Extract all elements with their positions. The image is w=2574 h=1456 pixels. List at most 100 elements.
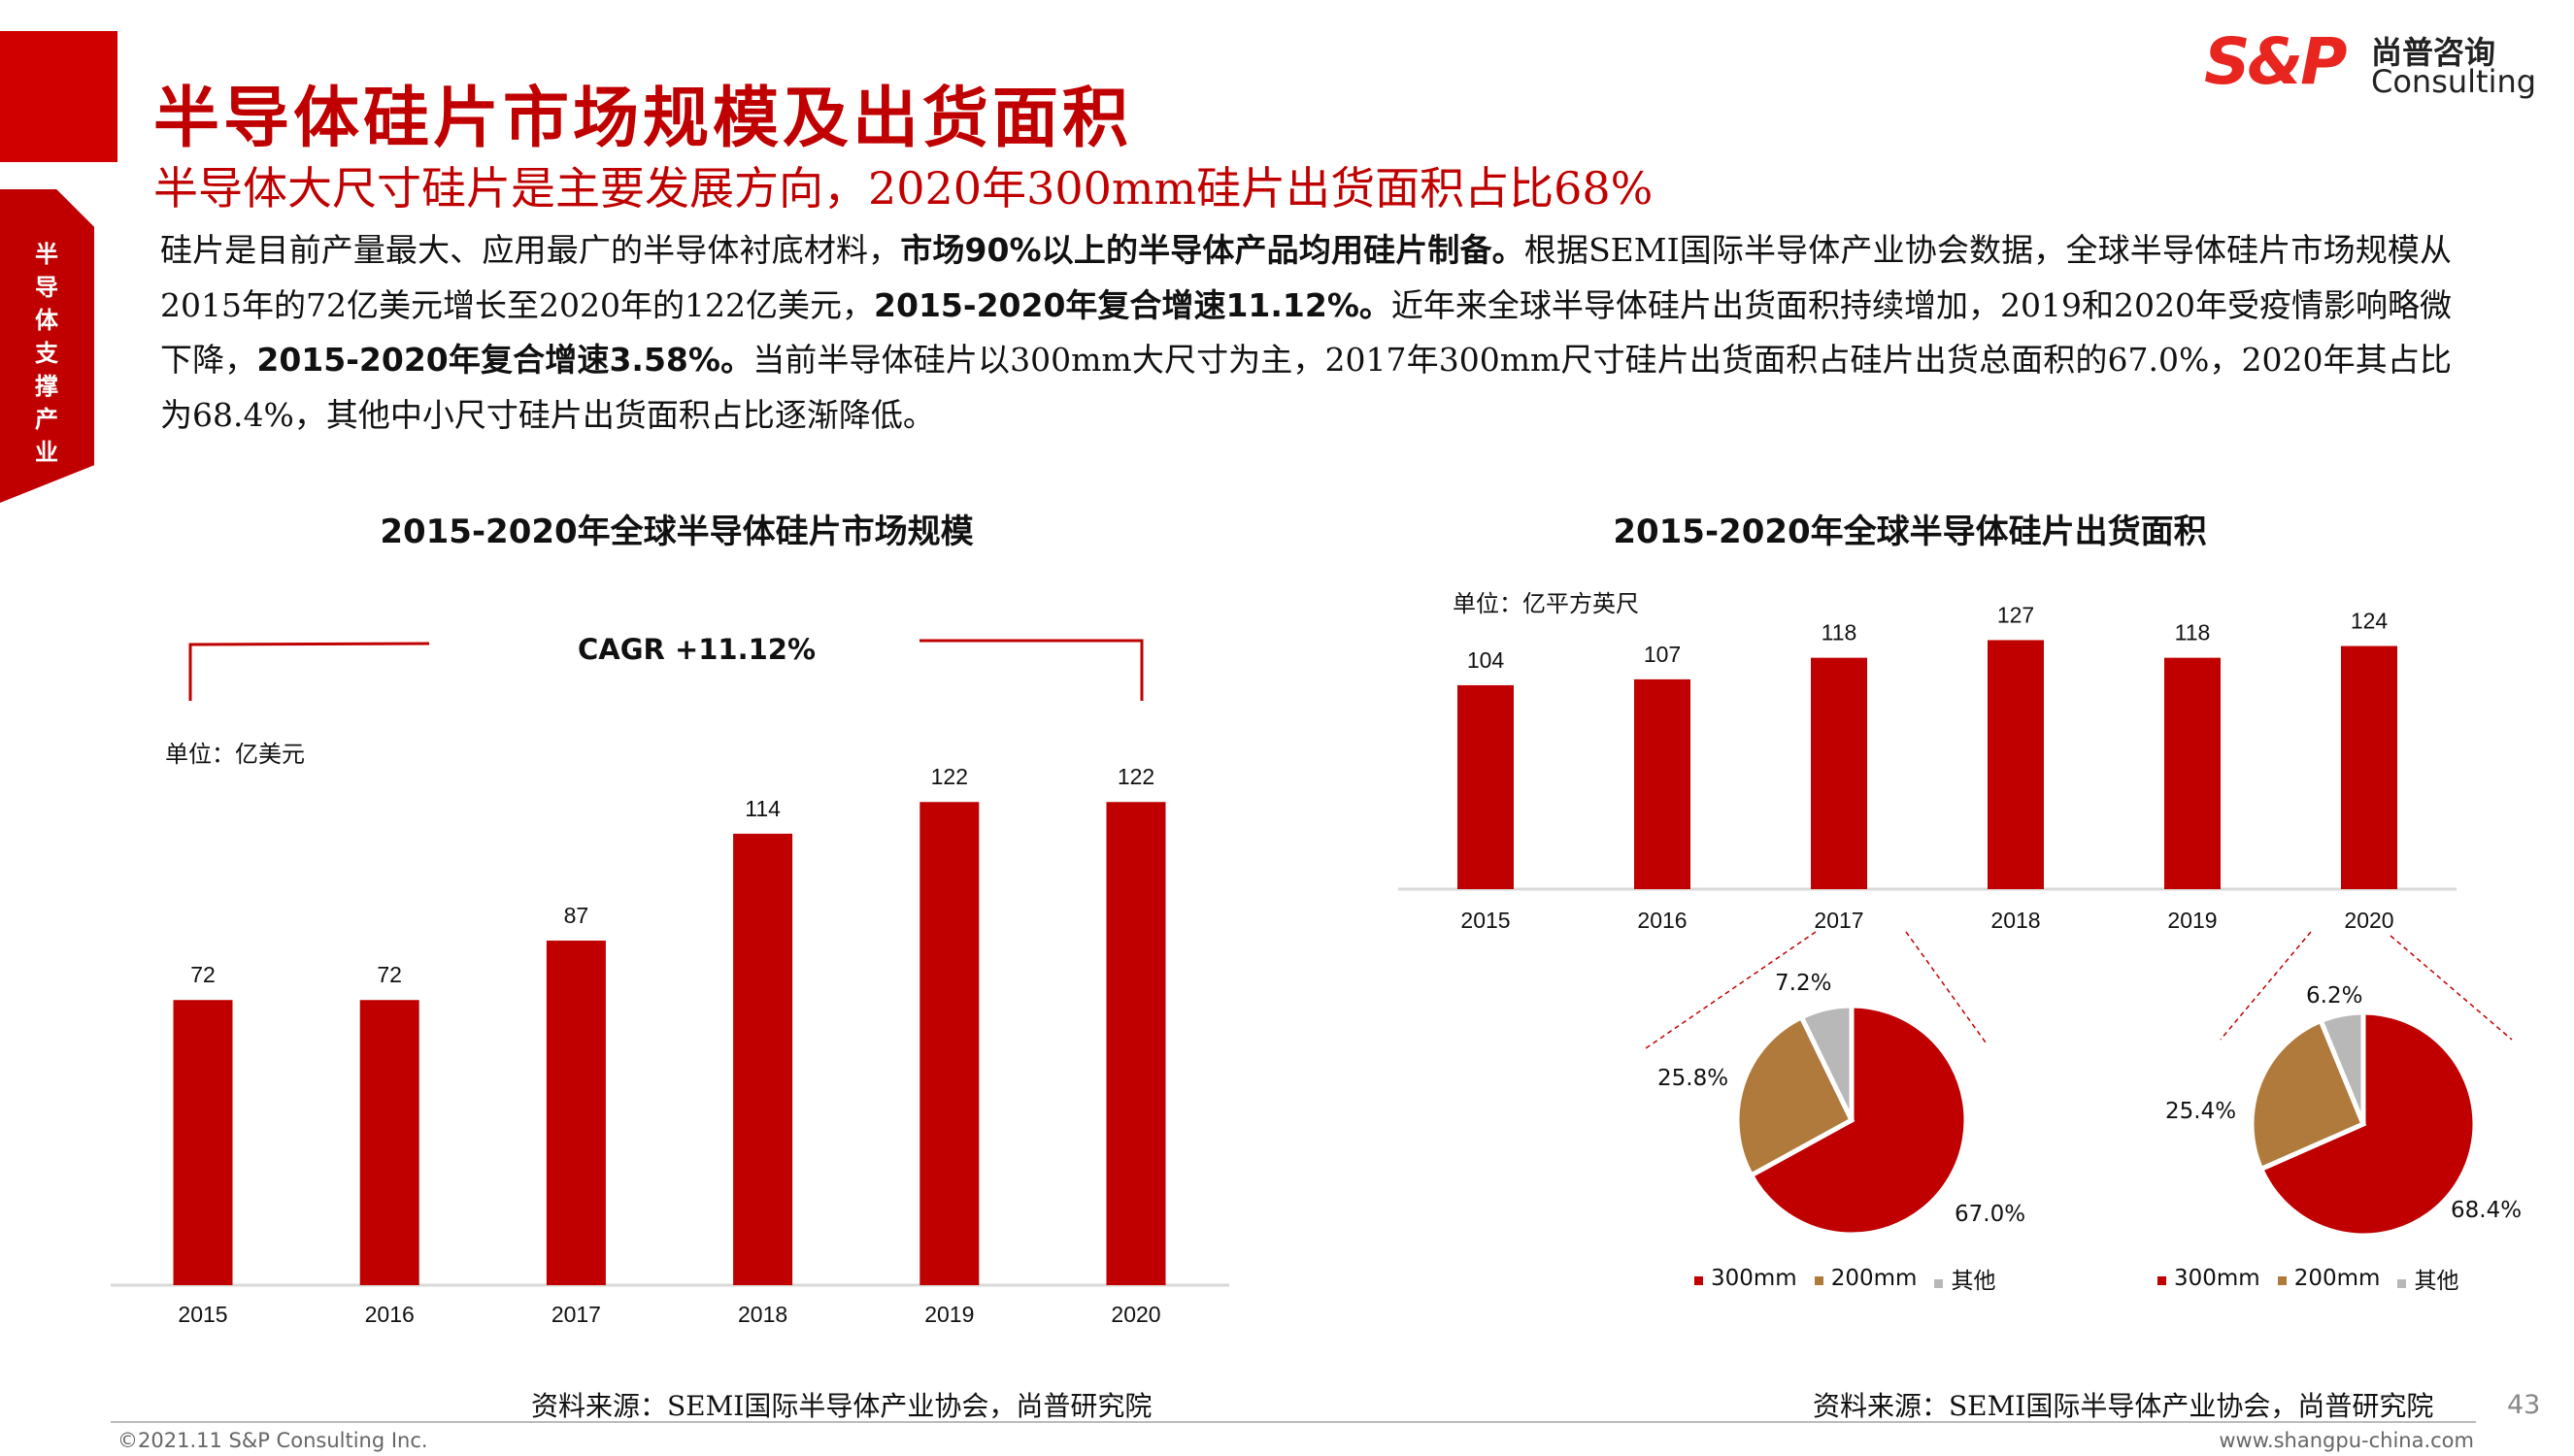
body-highlight: 市场90%以上的半导体产品均用硅片制备。 (900, 231, 1524, 269)
page-subtitle: 半导体大尺寸硅片是主要发展方向，2020年300mm硅片出货面积占比68% (153, 162, 1654, 215)
data-label: 114 (745, 796, 781, 821)
x-tick-label: 2016 (365, 1302, 415, 1327)
pie-slice-其他 (2318, 1009, 2366, 1125)
section-tab-label: 半导体支撑产业 (35, 241, 58, 466)
pie-slice-其他 (1798, 1003, 1855, 1122)
cagr-bracket-right (919, 639, 1144, 701)
logo-cn: 尚普咨询 (2371, 34, 2496, 71)
bar-2020 (1106, 802, 1166, 1285)
connector-dashed-line (1905, 931, 1987, 1043)
footer-url[interactable]: www.shangpu-china.com (2219, 1429, 2474, 1452)
bar-2017 (546, 941, 606, 1285)
pie-2017-legend: 300mm 200mm 其他 (1694, 1262, 1995, 1295)
logo-mark: S&P (2204, 24, 2347, 99)
sp-consulting-logo: S&P 尚普咨询 Consulting (2204, 24, 2536, 102)
data-label: 124 (2351, 609, 2389, 634)
body-text: 当前半导体硅片以300mm大尺寸为主，2017年300mm尺寸硅片出货面积占硅片… (160, 341, 2452, 434)
bar-2016 (1634, 678, 1690, 889)
x-tick-label: 2018 (1990, 908, 2040, 933)
legend-swatch (2157, 1276, 2166, 1285)
data-label: 104 (1467, 647, 1505, 673)
data-label: 72 (190, 962, 216, 987)
title-accent-block (0, 31, 117, 162)
bar-2020 (2341, 645, 2397, 889)
x-tick-label: 2019 (2167, 908, 2217, 933)
footer-divider (111, 1421, 2476, 1423)
legend-swatch (1694, 1276, 1703, 1285)
body-highlight: 2015-2020年复合增速3.58%。 (256, 341, 753, 379)
connector-dashed-line (2220, 931, 2312, 1041)
legend-item: 其他 (1934, 1262, 1995, 1295)
body-text: 近年来全球半导体硅片出货面积持续增加，2019和2020年受疫情影响略微下降， (160, 285, 2452, 380)
legend-swatch (2277, 1276, 2287, 1285)
pie-value-label: 68.4% (2451, 1198, 2522, 1223)
x-tick-label: 2020 (2344, 908, 2393, 933)
legend-swatch (1934, 1279, 1944, 1288)
body-text: 根据SEMI国际半导体产业协会数据，全球半导体硅片市场规模从2015年的72亿美… (160, 231, 2452, 324)
x-tick-label: 2015 (1460, 908, 1510, 933)
pie-2020-legend: 300mm 200mm 其他 (2157, 1262, 2458, 1295)
cagr-bracket-left (188, 642, 430, 701)
x-tick-label: 2017 (1814, 908, 1863, 933)
legend-item: 200mm (2277, 1266, 2381, 1291)
x-tick-label: 2017 (552, 1302, 601, 1327)
right-source: 资料来源：SEMI国际半导体产业协会，尚普研究院 (1813, 1390, 2434, 1422)
data-label: 72 (377, 962, 402, 987)
connector-dashed-line (2390, 935, 2513, 1041)
section-tab (0, 189, 94, 503)
bar-2016 (359, 1000, 419, 1285)
legend-item: 300mm (2157, 1266, 2260, 1291)
legend-item: 其他 (2397, 1262, 2458, 1295)
bar-2017 (1811, 657, 1867, 889)
legend-label: 300mm (2174, 1266, 2260, 1291)
left-chart-title: 2015-2020年全球半导体硅片市场规模 (380, 513, 974, 551)
bar-2019 (2164, 657, 2221, 889)
legend-item: 300mm (1694, 1266, 1797, 1291)
x-tick-label: 2020 (1111, 1302, 1160, 1327)
x-tick-label: 2016 (1637, 908, 1687, 933)
pie-slice-300mm (2257, 1009, 2478, 1239)
data-label: 122 (1118, 764, 1154, 789)
pie-value-label: 6.2% (2306, 983, 2362, 1009)
pie-value-label: 25.8% (1657, 1066, 1728, 1091)
body-highlight: 2015-2020年复合增速11.12%。 (874, 285, 1391, 324)
legend-label: 其他 (2414, 1269, 2459, 1294)
pie-value-label: 67.0% (1955, 1202, 2025, 1227)
body-text: 硅片是目前产量最大、应用最广的半导体衬底材料， (160, 231, 901, 269)
legend-item: 200mm (1814, 1266, 1918, 1291)
pie-slice-200mm (1734, 1013, 1855, 1179)
data-label: 127 (1997, 602, 2034, 627)
x-tick-label: 2015 (178, 1302, 227, 1327)
bar-2019 (919, 802, 980, 1285)
page-number: 43 (2507, 1390, 2541, 1420)
x-tick-label: 2019 (924, 1302, 974, 1327)
legend-label: 其他 (1951, 1269, 1996, 1294)
data-label: 87 (564, 903, 589, 928)
right-chart-unit: 单位：亿平方英尺 (1453, 590, 1639, 617)
page-title: 半导体硅片市场规模及出货面积 (153, 80, 1133, 157)
left-chart-unit: 单位：亿美元 (165, 741, 305, 768)
pie-value-label: 7.2% (1775, 971, 1831, 996)
cagr-annotation: CAGR +11.12% (578, 633, 817, 666)
legend-label: 200mm (2293, 1266, 2381, 1291)
bar-2018 (733, 833, 793, 1285)
bar-2015 (1457, 684, 1514, 889)
legend-swatch (1814, 1276, 1823, 1285)
data-label: 118 (1822, 620, 1857, 645)
footer-copyright: ©2021.11 S&P Consulting Inc. (117, 1429, 428, 1452)
pie-slice-300mm (1748, 1003, 1969, 1238)
x-tick-label: 2018 (738, 1302, 787, 1327)
legend-label: 200mm (1830, 1266, 1918, 1291)
data-label: 118 (2175, 620, 2211, 645)
pie-value-label: 25.4% (2165, 1099, 2236, 1124)
legend-swatch (2397, 1279, 2407, 1288)
right-chart-title: 2015-2020年全球半导体硅片出货面积 (1613, 513, 2207, 551)
bar-2018 (1988, 640, 2044, 889)
data-label: 107 (1644, 642, 1681, 667)
bar-2015 (173, 1000, 233, 1285)
left-source: 资料来源：SEMI国际半导体产业协会，尚普研究院 (531, 1390, 1153, 1422)
body-paragraph: 硅片是目前产量最大、应用最广的半导体衬底材料，市场90%以上的半导体产品均用硅片… (160, 223, 2452, 443)
legend-label: 300mm (1711, 1266, 1797, 1291)
logo-en: Consulting (2371, 63, 2537, 100)
